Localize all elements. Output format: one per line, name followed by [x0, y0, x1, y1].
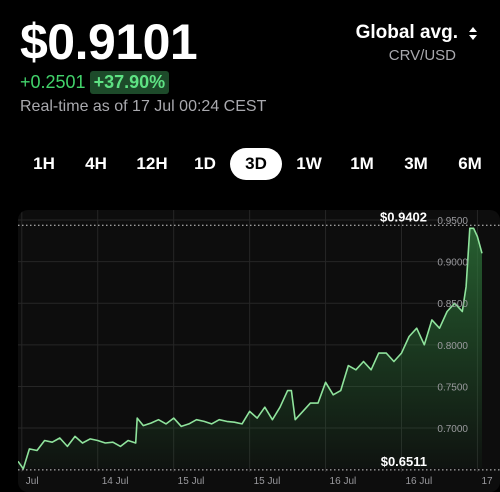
realtime-timestamp: Real-time as of 17 Jul 00:24 CEST	[20, 98, 267, 115]
price-change: +0.2501 +37.90%	[20, 70, 170, 94]
x-tick-label: 16 Jul	[330, 476, 357, 487]
y-tick-label: 0.9000	[437, 258, 468, 269]
change-absolute: +0.2501	[20, 71, 86, 92]
y-tick-label: 0.9500	[437, 216, 468, 227]
price-line	[18, 227, 483, 470]
sort-icon	[468, 26, 478, 40]
tab-1d[interactable]: 1D	[194, 154, 216, 173]
x-tick-label: 16 Jul	[406, 476, 433, 487]
change-percent-badge: +37.90%	[89, 70, 170, 94]
x-tick-label: 15 Jul	[254, 476, 281, 487]
tab-12h[interactable]: 12H	[136, 154, 168, 173]
y-tick-label: 0.7500	[437, 382, 468, 393]
current-price: $0.9101	[20, 14, 198, 70]
x-tick-label: 15 Jul	[178, 476, 205, 487]
tab-6m[interactable]: 6M	[458, 154, 482, 173]
tab-1h[interactable]: 1H	[33, 154, 55, 173]
x-tick-label: Jul	[26, 476, 39, 487]
source-title-row[interactable]: Global avg.	[356, 22, 478, 44]
y-tick-label: 0.8500	[437, 299, 468, 310]
time-range-tabs: 1H 4H 12H 1D 3D 1W 1M 3M 6M	[14, 148, 494, 180]
high-price-label: $0.9402	[380, 210, 427, 224]
x-tick-label: 14 Jul	[102, 476, 129, 487]
source-title: Global avg.	[355, 22, 458, 43]
low-price-label: $0.6511	[381, 454, 427, 469]
y-tick-label: 0.7000	[437, 424, 468, 435]
tab-1w[interactable]: 1W	[296, 154, 322, 173]
tab-4h[interactable]: 4H	[85, 154, 107, 173]
tab-1m[interactable]: 1M	[350, 154, 374, 173]
price-area	[18, 228, 482, 469]
price-chart-svg: $0.9402 $0.6511 0.9500 0.9000 0.8500 0.8000 0.…	[18, 210, 500, 487]
tab-3d[interactable]: 3D	[230, 148, 282, 180]
tab-3m[interactable]: 3M	[404, 154, 428, 173]
price-chart[interactable]: $0.9402 $0.6511 0.9500 0.9000 0.8500 0.8000 0.…	[18, 210, 500, 492]
y-tick-label: 0.8000	[437, 341, 468, 352]
price-source-selector[interactable]: Global avg. CRV/USD	[356, 22, 478, 64]
trading-pair: CRV/USD	[388, 47, 456, 64]
x-tick-label: 17	[481, 476, 493, 487]
